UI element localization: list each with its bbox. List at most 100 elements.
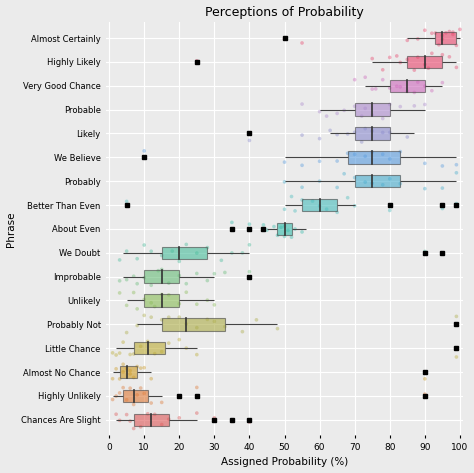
Point xyxy=(158,421,165,429)
Point xyxy=(396,83,404,91)
Point xyxy=(393,52,401,60)
Point xyxy=(438,35,446,43)
Point xyxy=(309,197,316,205)
Point xyxy=(453,161,460,168)
Point xyxy=(133,363,141,370)
Point xyxy=(155,267,162,274)
Point xyxy=(368,85,376,93)
Point xyxy=(168,247,176,255)
Point xyxy=(333,209,341,216)
Point xyxy=(147,375,155,383)
Point xyxy=(431,29,439,37)
Point xyxy=(158,348,165,355)
Point xyxy=(112,392,120,400)
Point xyxy=(425,64,432,72)
Point xyxy=(228,249,236,257)
Point xyxy=(260,221,267,228)
Point xyxy=(438,162,446,170)
Point xyxy=(123,247,130,255)
Point xyxy=(193,384,201,391)
Point xyxy=(351,103,358,110)
Point xyxy=(203,315,211,323)
Point xyxy=(133,255,141,263)
Point xyxy=(147,281,155,289)
Point xyxy=(133,391,141,399)
Point xyxy=(193,270,201,277)
Point xyxy=(112,351,120,359)
Point xyxy=(165,415,173,423)
Point xyxy=(351,76,358,83)
Point xyxy=(140,147,148,155)
Point xyxy=(221,269,228,276)
Point xyxy=(246,241,253,249)
Point xyxy=(438,51,446,59)
Point xyxy=(403,36,411,44)
Point xyxy=(246,220,253,228)
Bar xyxy=(144,294,179,307)
Bar xyxy=(277,223,292,235)
Point xyxy=(298,184,306,191)
Point xyxy=(410,102,418,110)
Bar xyxy=(355,104,390,116)
Point xyxy=(438,79,446,87)
Point xyxy=(193,57,201,65)
Point xyxy=(386,101,393,108)
Point xyxy=(116,277,123,285)
Point xyxy=(410,66,418,74)
Point xyxy=(333,131,341,139)
Point xyxy=(109,349,117,357)
Point xyxy=(165,314,173,321)
Point xyxy=(151,350,158,358)
Point xyxy=(238,249,246,257)
X-axis label: Assigned Probability (%): Assigned Probability (%) xyxy=(221,457,348,467)
Bar xyxy=(390,79,425,92)
Point xyxy=(333,110,341,117)
Point xyxy=(281,178,288,185)
Bar xyxy=(119,366,137,378)
Point xyxy=(140,274,148,281)
Point xyxy=(379,150,386,158)
Point xyxy=(140,296,148,303)
Point xyxy=(453,64,460,71)
Point xyxy=(158,316,165,324)
Point xyxy=(281,158,288,166)
Point xyxy=(361,105,369,112)
Point xyxy=(453,353,460,361)
Point xyxy=(109,396,117,403)
Point xyxy=(351,174,358,181)
Point xyxy=(273,232,281,239)
Point xyxy=(396,103,404,110)
Point xyxy=(151,411,158,418)
Point xyxy=(175,414,183,421)
Point xyxy=(396,59,404,66)
Point xyxy=(281,233,288,240)
Point xyxy=(421,101,428,108)
Point xyxy=(386,155,393,163)
Point xyxy=(333,184,341,191)
Point xyxy=(123,365,130,372)
Point xyxy=(340,170,348,177)
Point xyxy=(326,127,334,134)
Point xyxy=(246,268,253,275)
Point xyxy=(421,248,428,255)
Point xyxy=(277,224,285,231)
Point xyxy=(368,55,376,62)
Point xyxy=(127,370,134,377)
Point xyxy=(291,225,299,233)
Point xyxy=(116,289,123,297)
Point xyxy=(193,324,201,332)
Point xyxy=(158,252,165,259)
Point xyxy=(127,350,134,358)
Point xyxy=(238,328,246,335)
Point xyxy=(435,41,443,49)
Point xyxy=(112,411,120,418)
Point xyxy=(421,390,428,398)
Point xyxy=(351,150,358,158)
Point xyxy=(147,314,155,321)
Point xyxy=(175,394,183,401)
Point xyxy=(193,409,201,417)
Point xyxy=(291,207,299,215)
Point xyxy=(323,112,330,120)
Bar xyxy=(162,318,225,331)
Point xyxy=(358,138,365,146)
